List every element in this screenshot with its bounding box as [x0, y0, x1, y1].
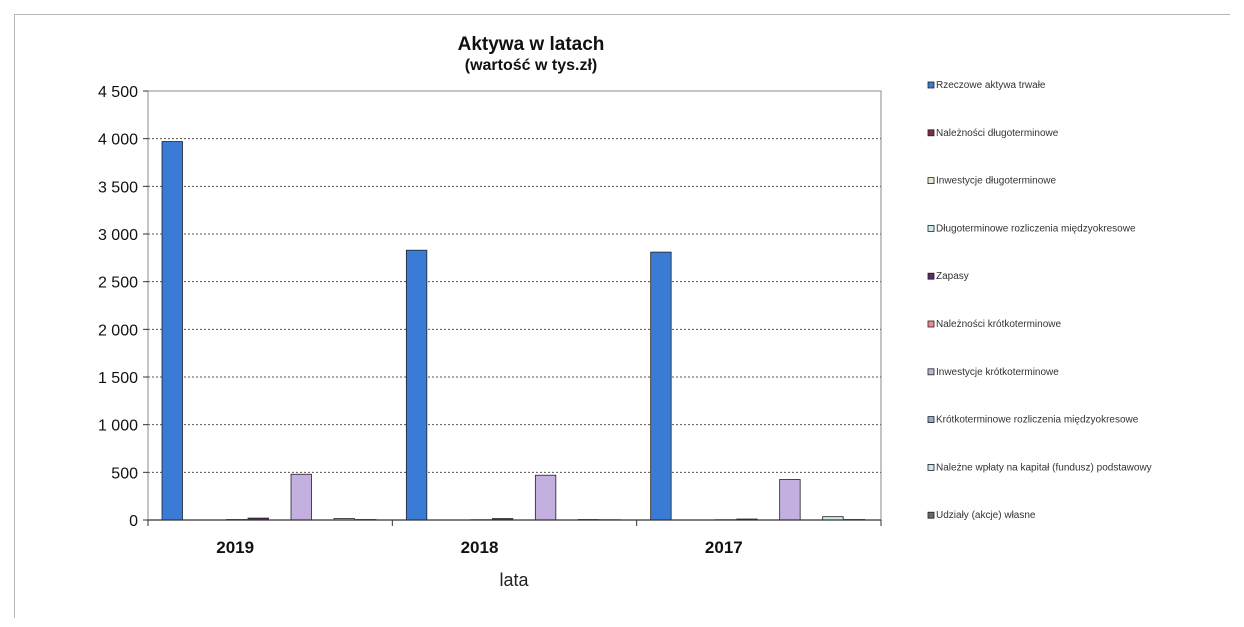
- y-tick-label: 1 500: [98, 370, 138, 387]
- bar-2019-6: [290, 473, 312, 521]
- legend-label: Należności długoterminowe: [936, 128, 1059, 139]
- x-axis-ticks: 2019 2018 2017: [147, 520, 882, 557]
- y-tick-label: 4 500: [98, 84, 138, 101]
- legend-label: Udziały (akcje) własne: [936, 510, 1036, 521]
- x-tick-label: 2017: [705, 538, 743, 557]
- y-tick-label: 2 000: [98, 322, 138, 339]
- y-axis-ticks: 0 500 1 000 1 500 2 000 2 500 3 000 3 500 4 000 4…: [98, 84, 148, 530]
- legend-swatch: [927, 81, 935, 89]
- legend-swatch: [927, 272, 935, 280]
- y-tick-label: 0: [129, 513, 138, 530]
- bar-2017-0: [650, 251, 672, 521]
- chart-subtitle: (wartość w tys.zł): [465, 57, 597, 74]
- bar-2019-0: [161, 141, 183, 521]
- x-tick-label: 2018: [461, 538, 499, 557]
- bar-2018-6: [534, 474, 557, 521]
- legend-label: Długoterminowe rozliczenia międzyokresow…: [936, 223, 1136, 234]
- y-tick-label: 4 000: [98, 132, 138, 149]
- legend-swatch: [927, 129, 935, 137]
- y-tick-label: 3 500: [98, 179, 138, 196]
- legend-label: Należne wpłaty na kapitał (fundusz) pods…: [936, 462, 1152, 473]
- legend-swatch: [927, 368, 935, 376]
- y-tick-label: 500: [111, 465, 138, 482]
- bar-2017-6: [779, 479, 801, 521]
- legend-label: Należności krótkoterminowe: [936, 319, 1061, 330]
- legend-swatch: [927, 463, 935, 471]
- legend-label: Krótkoterminowe rozliczenia międzyokreso…: [936, 415, 1139, 426]
- legend-swatch: [927, 320, 935, 328]
- chart-frame: [14, 14, 1230, 618]
- legend-label: Inwestycje długoterminowe: [936, 176, 1056, 187]
- bar-2018-0: [405, 249, 428, 521]
- legend-swatch: [927, 416, 935, 424]
- y-tick-label: 1 000: [98, 418, 138, 435]
- legend: Rzeczowe aktywa trwałe Należności długote…: [927, 80, 1152, 521]
- x-tick-label: 2019: [216, 538, 254, 557]
- y-tick-label: 3 000: [98, 227, 138, 244]
- plot-area: [147, 90, 882, 521]
- legend-label: Inwestycje krótkoterminowe: [936, 367, 1059, 378]
- x-axis-label: lata: [499, 570, 529, 590]
- legend-swatch: [927, 177, 935, 185]
- y-tick-label: 2 500: [98, 275, 138, 292]
- legend-label: Zapasy: [936, 271, 969, 282]
- chart-title: Aktywa w latach: [458, 34, 605, 55]
- legend-label: Rzeczowe aktywa trwałe: [936, 80, 1046, 91]
- legend-swatch: [927, 511, 935, 519]
- legend-swatch: [927, 224, 935, 232]
